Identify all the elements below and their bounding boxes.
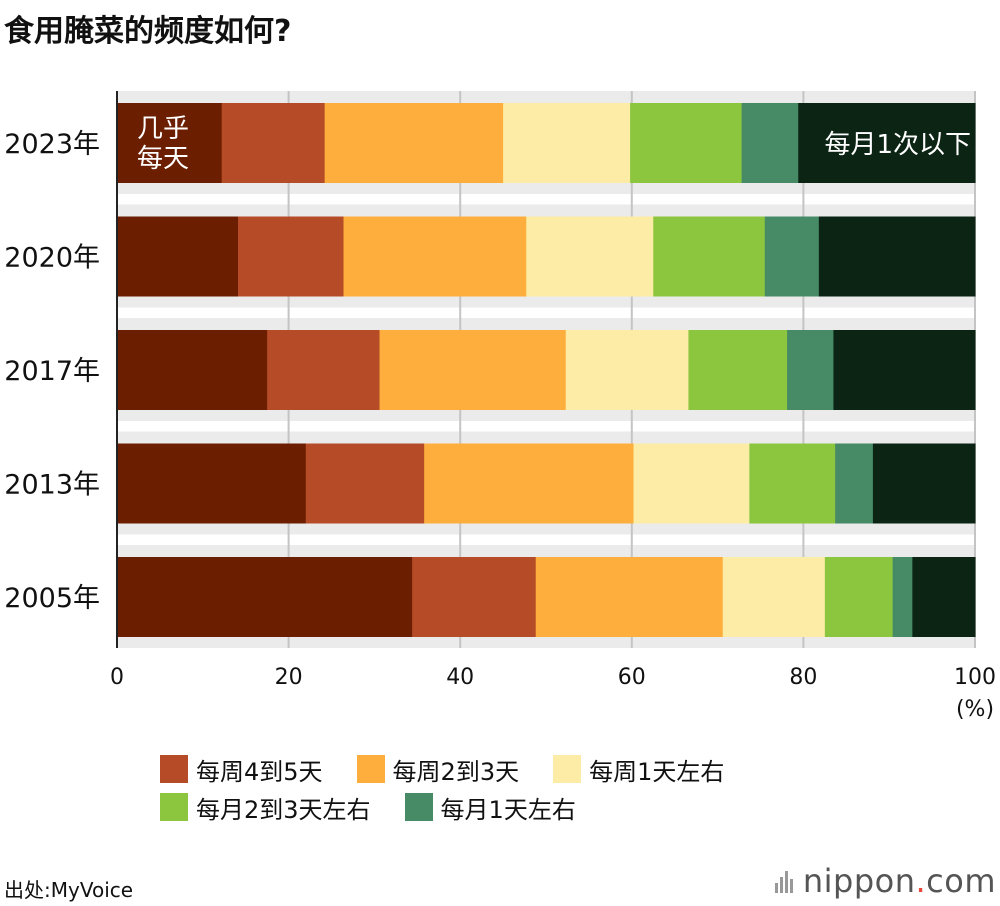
legend-item-2-3-days-week: 每周2到3天 (356, 752, 520, 787)
x-tick-label: 0 (110, 665, 124, 690)
legend-swatch (553, 755, 582, 783)
bar-segment (343, 216, 527, 297)
legend-swatch (160, 755, 188, 783)
inline-series-label: 每天 (137, 144, 189, 174)
logo-dot: . (915, 862, 927, 900)
legend-row: 每周4到5天 每周2到3天 每周1天左右 (160, 750, 920, 788)
bar-segment (912, 557, 976, 637)
bar-segment (412, 557, 537, 637)
bar-segment (221, 103, 326, 183)
bar-segment (117, 103, 223, 183)
y-tick-label: 2023年 (4, 129, 100, 160)
logo-bars-icon (774, 869, 795, 893)
legend-row: 每月2到3天左右 每月1天左右 (160, 788, 920, 826)
legend-label: 每周1天左右 (589, 757, 725, 786)
bar-segment (237, 216, 345, 297)
bar-segment (818, 216, 976, 297)
inline-series-label: 每月1次以下 (824, 130, 971, 160)
bar-segment (117, 443, 307, 524)
y-tick-label: 2005年 (4, 583, 100, 614)
bar-segment (324, 103, 504, 183)
legend-item-2-3-days-month: 每月2到3天左右 (160, 790, 371, 825)
bar-segment (526, 216, 654, 297)
bar-segment (117, 216, 239, 297)
x-tick-label: 80 (789, 665, 817, 690)
chart-title: 食用腌菜的频度如何? (4, 14, 292, 49)
legend-label: 每月1天左右 (440, 795, 576, 824)
bar-segment (117, 557, 413, 637)
bar-segment (503, 103, 631, 183)
y-tick-label: 2013年 (4, 470, 100, 501)
legend-swatch (160, 793, 188, 821)
legend-label: 每周4到5天 (196, 757, 323, 786)
bar-segment (835, 443, 874, 524)
x-tick-label: 20 (275, 665, 303, 690)
legend-label: 每月2到3天左右 (196, 795, 371, 824)
bar-segment (424, 443, 635, 524)
x-tick-label: 100 (954, 665, 996, 690)
bar-segment (535, 557, 724, 637)
bar-segment (630, 103, 743, 183)
bar-segment (833, 330, 976, 410)
x-unit-label: (%) (956, 697, 994, 722)
x-tick-label: 60 (618, 665, 646, 690)
y-tick-label: 2020年 (4, 243, 100, 274)
legend-label: 每周2到3天 (392, 757, 520, 786)
bar-segment (764, 216, 820, 297)
bar-segment (633, 443, 750, 524)
logo-name: nippon (802, 862, 916, 900)
bar-segment (267, 330, 381, 410)
inline-series-label: 几乎 (137, 114, 189, 144)
y-tick-label: 2017年 (4, 356, 100, 387)
bar-segment (824, 557, 894, 637)
bar-segment (798, 103, 976, 183)
legend-item-1-day-week: 每周1天左右 (553, 752, 724, 787)
legend: 每周4到5天 每周2到3天 每周1天左右 每月2到3天左右 每月1天左右 (160, 750, 920, 826)
bar-segment (117, 330, 268, 410)
bar-segment (688, 330, 788, 410)
bar-segment (787, 330, 834, 410)
bar-segment (722, 557, 826, 637)
bar-segment (379, 330, 567, 410)
legend-swatch (356, 755, 385, 783)
bar-segment (741, 103, 799, 183)
bar-segment (892, 557, 913, 637)
logo-tld: com (926, 862, 996, 900)
bar-segment (872, 443, 976, 524)
legend-swatch (404, 793, 433, 821)
bar-segment (653, 216, 766, 297)
bar-segment (749, 443, 836, 524)
x-tick-label: 40 (446, 665, 474, 690)
nippon-com-logo: nippon. com (774, 862, 996, 900)
legend-item-4-5-days-week: 每周4到5天 (160, 752, 323, 787)
legend-item-1-day-month: 每月1天左右 (404, 790, 576, 825)
bar-segment (305, 443, 425, 524)
bar-segment (565, 330, 689, 410)
source-note: 出处:MyVoice (4, 878, 134, 902)
